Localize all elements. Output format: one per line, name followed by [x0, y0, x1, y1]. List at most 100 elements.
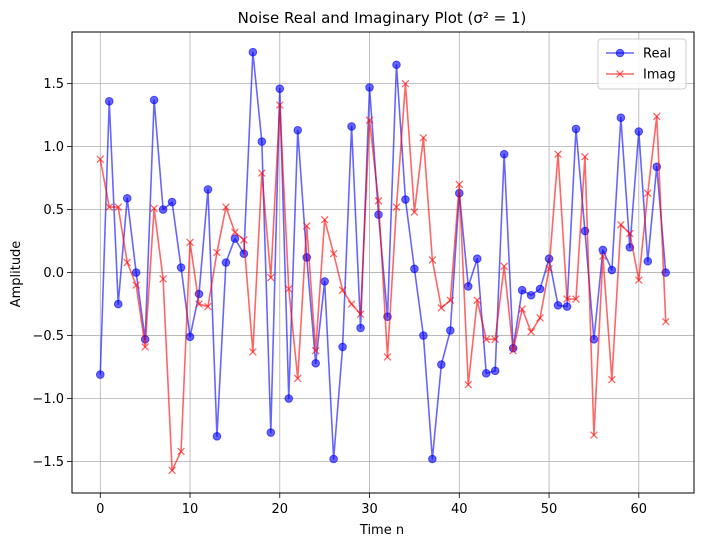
- point-imag: [240, 235, 248, 244]
- point-real: [248, 47, 258, 57]
- point-imag: [347, 300, 356, 308]
- point-imag: [195, 300, 203, 308]
- point-real: [95, 370, 105, 379]
- point-imag: [446, 296, 455, 305]
- point-real: [571, 124, 581, 134]
- point-imag: [275, 101, 284, 109]
- point-imag: [401, 79, 410, 88]
- point-real: [338, 342, 347, 352]
- point-imag: [141, 343, 150, 351]
- point-imag: [213, 248, 221, 257]
- point-imag: [590, 431, 598, 439]
- point-real: [266, 428, 276, 437]
- legend-marker-real: [615, 48, 625, 58]
- point-imag: [455, 180, 464, 189]
- point-real: [230, 234, 240, 243]
- plot-frame: [71, 31, 695, 494]
- chart-title: Noise Real and Imaginary Plot (σ² = 1): [238, 9, 527, 27]
- point-imag: [527, 327, 535, 336]
- point-imag: [168, 466, 176, 475]
- y-tick-label: 0.5: [43, 203, 64, 218]
- point-imag: [222, 203, 230, 211]
- y-tick-label: 0.0: [43, 266, 64, 281]
- legend-label-real: Real: [643, 47, 671, 62]
- y-tick-label: −0.5: [32, 329, 64, 344]
- point-real: [122, 193, 132, 203]
- point-imag: [572, 295, 580, 303]
- point-real: [104, 96, 114, 106]
- point-imag: [482, 335, 491, 344]
- point-imag: [177, 447, 185, 456]
- point-real: [365, 83, 374, 92]
- point-imag: [581, 152, 589, 161]
- point-imag: [634, 276, 643, 284]
- point-real: [463, 282, 473, 291]
- point-imag: [410, 208, 419, 216]
- point-real: [329, 454, 338, 464]
- point-imag: [302, 222, 311, 230]
- legend: Real Imag: [597, 38, 687, 90]
- point-imag: [96, 155, 105, 164]
- point-imag: [428, 256, 437, 264]
- point-imag: [545, 264, 553, 273]
- point-imag: [643, 189, 652, 198]
- point-imag: [356, 310, 365, 319]
- point-real: [517, 285, 527, 295]
- point-real: [490, 366, 500, 376]
- point-imag: [374, 196, 383, 205]
- point-real: [428, 454, 437, 464]
- point-real: [257, 137, 267, 146]
- point-real: [437, 360, 446, 369]
- x-tick-label: 50: [541, 502, 558, 517]
- point-real: [275, 84, 285, 93]
- x-tick-label: 60: [631, 502, 648, 517]
- point-imag: [509, 346, 518, 355]
- point-imag: [500, 262, 509, 271]
- point-imag: [473, 296, 482, 305]
- point-real: [634, 127, 644, 136]
- point-imag: [518, 305, 526, 313]
- point-imag: [248, 348, 257, 356]
- point-real: [616, 113, 626, 122]
- point-real: [284, 394, 294, 403]
- point-imag: [392, 203, 401, 211]
- point-imag: [186, 238, 194, 247]
- point-imag: [150, 204, 158, 213]
- point-imag: [159, 275, 167, 283]
- point-imag: [114, 203, 123, 211]
- point-real: [131, 268, 141, 277]
- series-layer: [95, 47, 671, 475]
- y-axis-label: Amplitude: [9, 241, 24, 308]
- point-real: [158, 205, 168, 214]
- point-real: [203, 185, 213, 194]
- point-imag: [123, 258, 132, 267]
- point-imag: [625, 229, 634, 238]
- point-imag: [365, 116, 374, 125]
- point-real: [347, 122, 356, 131]
- x-tick-label: 30: [361, 502, 378, 517]
- point-real: [167, 197, 177, 207]
- point-imag: [608, 375, 616, 384]
- point-imag: [231, 228, 239, 237]
- y-tick-label: 1.0: [43, 140, 64, 155]
- point-real: [320, 277, 329, 286]
- point-imag: [554, 150, 562, 159]
- x-tick-label: 10: [182, 502, 199, 517]
- point-real: [526, 290, 536, 300]
- point-imag: [563, 295, 571, 303]
- point-imag: [652, 112, 661, 121]
- point-imag: [437, 303, 446, 312]
- y-axis: −1.5 −1.0 −0.5 0.0 0.5 1.0 1.5: [32, 77, 72, 470]
- point-imag: [266, 273, 275, 282]
- point-real: [293, 125, 303, 135]
- x-tick-label: 40: [451, 502, 468, 517]
- point-real: [356, 323, 365, 333]
- x-axis-label: Time n: [359, 523, 404, 538]
- point-real: [212, 432, 222, 441]
- point-imag: [132, 281, 141, 290]
- x-axis: 0 10 20 30 40 50 60: [96, 493, 647, 517]
- point-imag: [599, 252, 607, 261]
- point-real: [149, 95, 159, 105]
